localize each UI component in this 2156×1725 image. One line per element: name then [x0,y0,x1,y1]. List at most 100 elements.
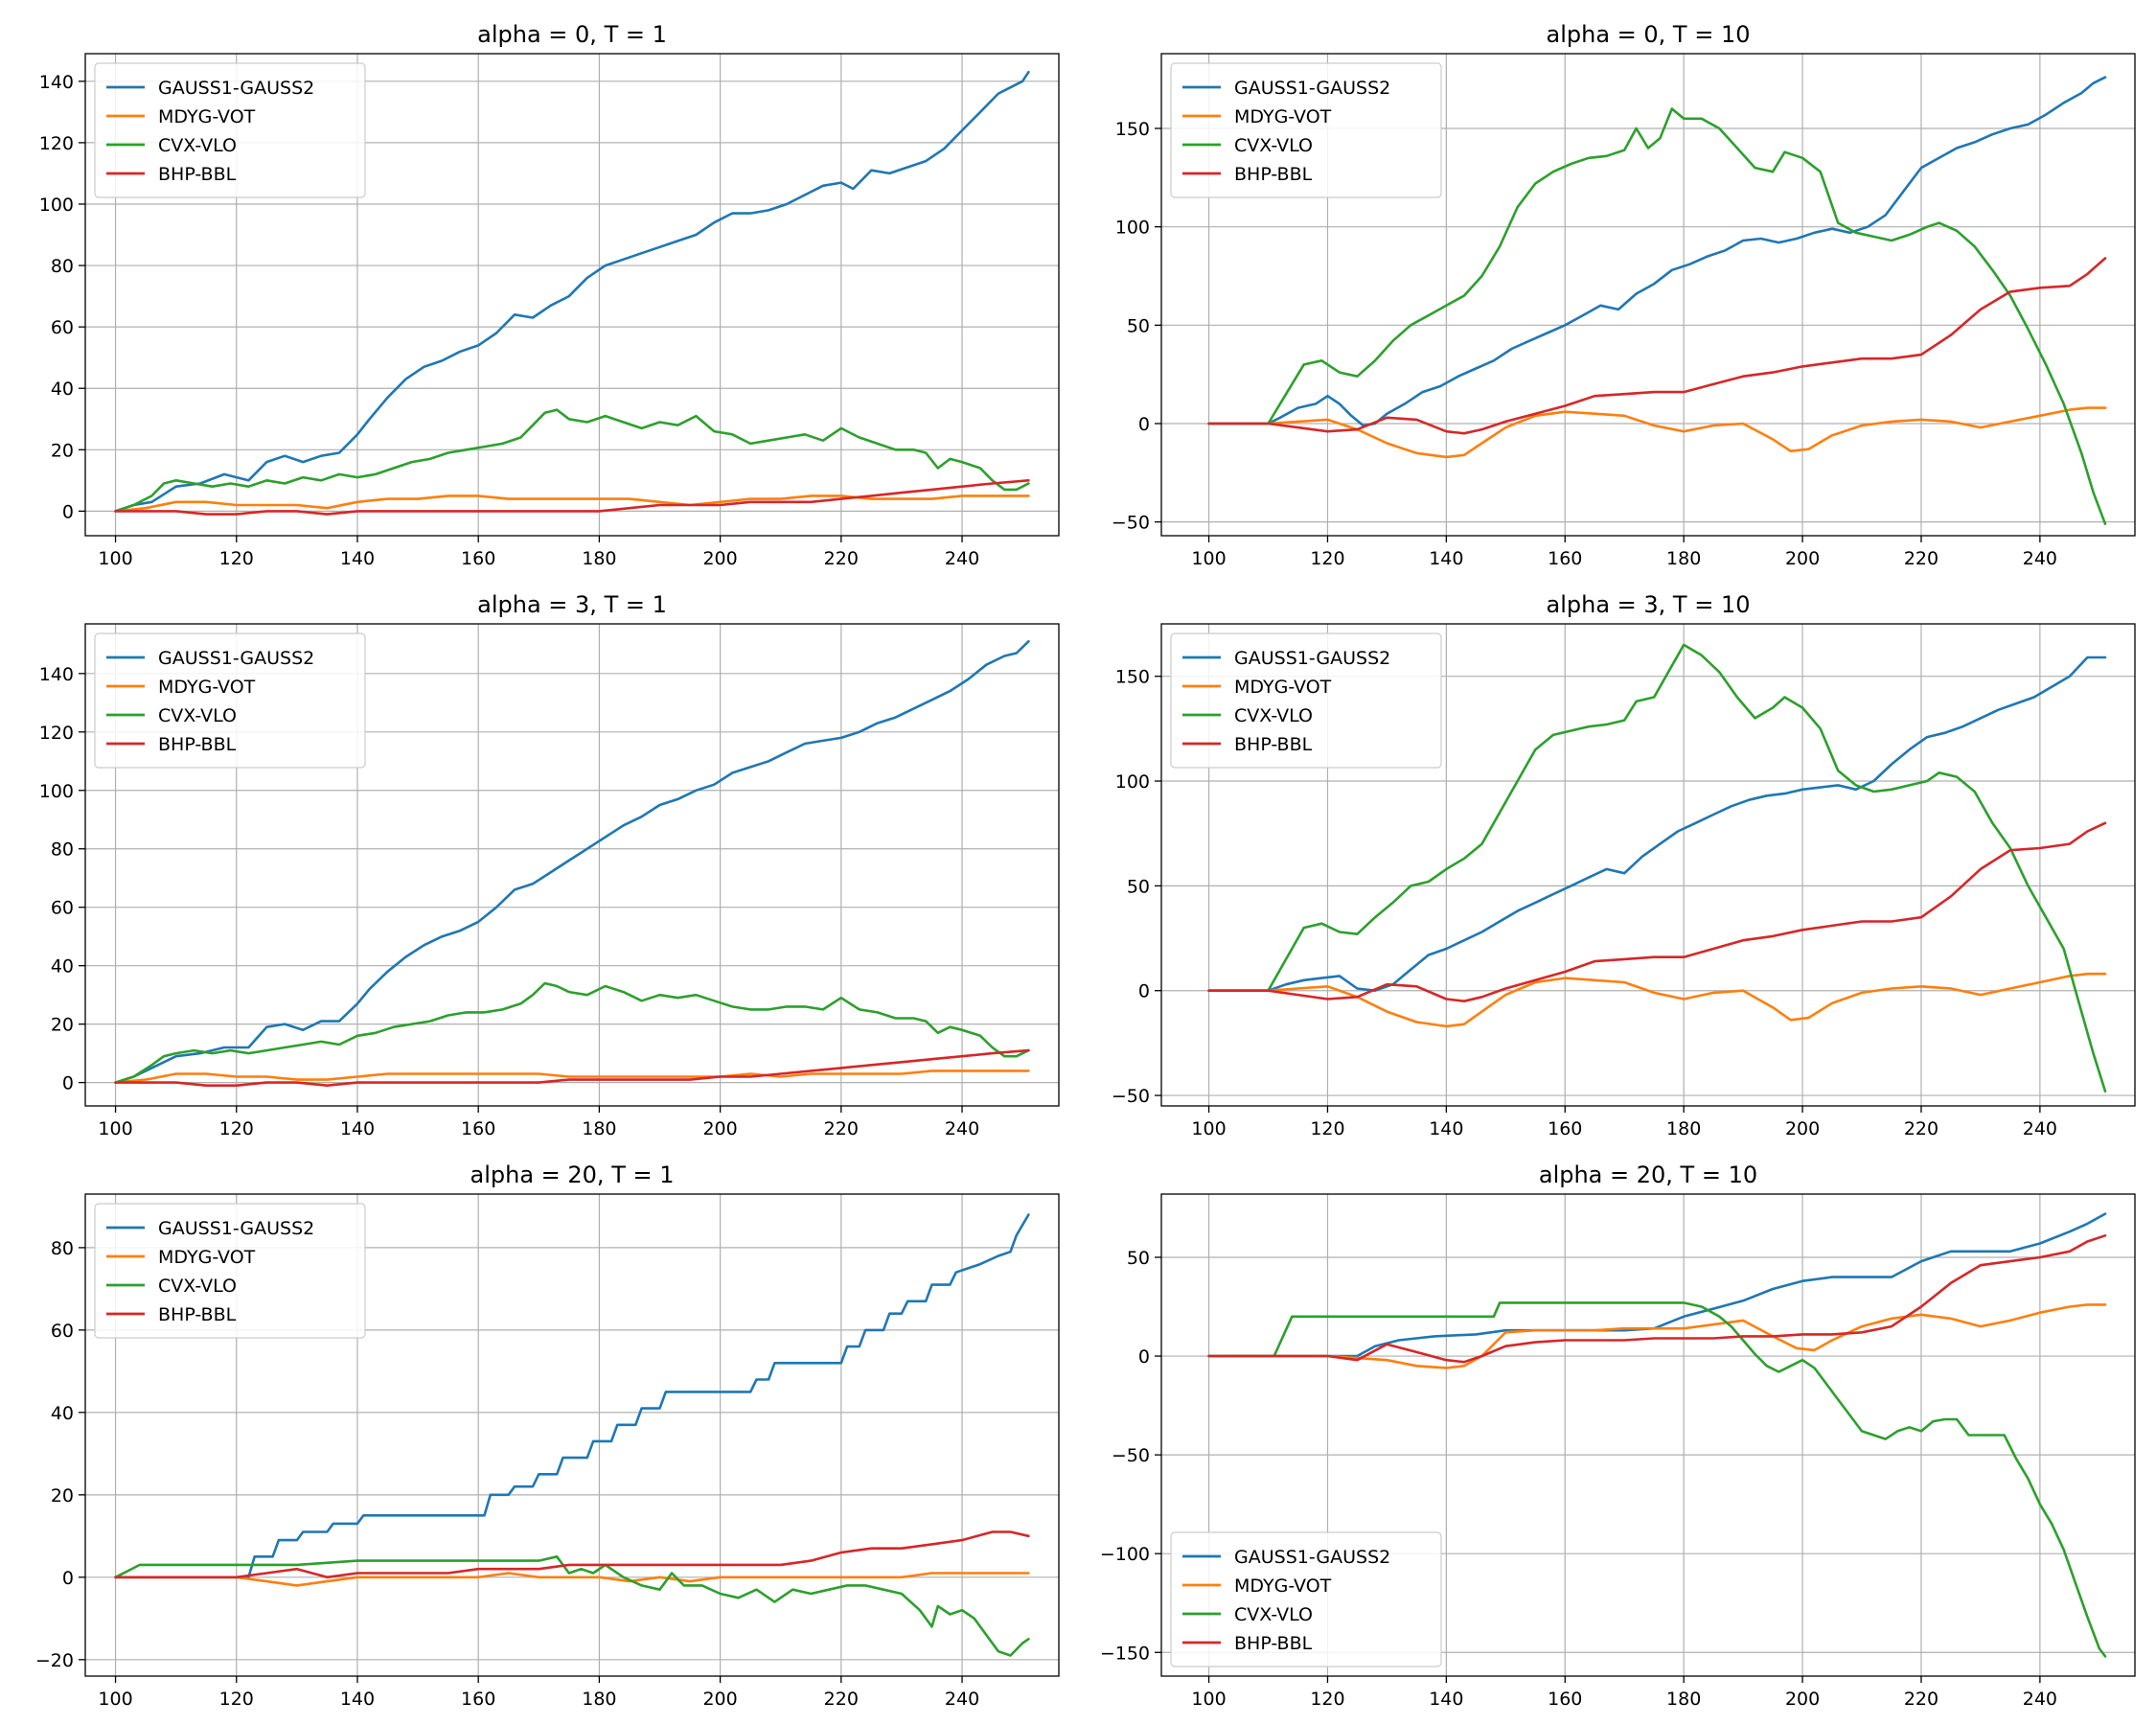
legend-label: CVX-VLO [1234,705,1313,726]
legend-label: MDYG-VOT [1234,1576,1332,1597]
chart-panel-5: 100 120 140 160 180 200 220 240 −150 −100 −50 0 50 al… [1100,1162,2135,1710]
y-tick-label: −20 [35,1650,74,1671]
x-tick-label: 180 [582,548,616,569]
x-tick-label: 100 [98,1689,132,1710]
legend-label: MDYG-VOT [1234,677,1332,698]
x-tick-label: 100 [98,548,132,569]
x-tick-label: 120 [219,1118,254,1139]
x-tick-label: 240 [2023,548,2057,569]
chart-title: alpha = 20, T = 10 [1539,1162,1757,1188]
legend-label: MDYG-VOT [158,1247,256,1268]
x-tick-label: 140 [1429,548,1463,569]
x-tick-label: 240 [945,548,979,569]
chart-title: alpha = 0, T = 1 [477,21,667,48]
y-tick-label: 100 [1115,771,1150,793]
x-tick-label: 240 [2023,1118,2057,1139]
legend-label: GAUSS1-GAUSS2 [158,78,314,99]
legend-label: MDYG-VOT [158,106,256,127]
y-tick-label: 100 [1115,218,1150,239]
x-tick-label: 160 [1548,1118,1582,1139]
legend-label: CVX-VLO [1234,135,1313,156]
legend-label: BHP-BBL [158,1304,237,1325]
legend-label: GAUSS1-GAUSS2 [158,1218,314,1239]
x-tick-label: 120 [219,548,254,569]
x-tick-label: 160 [461,1689,495,1710]
y-tick-label: 80 [51,1238,74,1259]
y-tick-label: 100 [39,781,74,802]
y-tick-label: −50 [1112,1445,1150,1466]
x-tick-label: 180 [1666,1118,1701,1139]
legend-label: CVX-VLO [158,1276,237,1297]
x-tick-label: 160 [1548,1689,1582,1710]
chart-panel-0: 100 120 140 160 180 200 220 240 0 20 40 60 80 100 120 1… [39,21,1059,569]
y-tick-label: 60 [51,317,74,338]
legend: GAUSS1-GAUSS2 MDYG-VOT CVX-VLO BHP-BBL [95,633,365,768]
x-tick-label: 100 [98,1118,132,1139]
series-line-mdyg-vot [116,495,1029,511]
y-tick-label: 80 [51,256,74,277]
x-tick-label: 120 [1310,548,1344,569]
y-tick-label: 60 [51,1321,74,1342]
x-tick-label: 120 [1310,1118,1344,1139]
legend: GAUSS1-GAUSS2 MDYG-VOT CVX-VLO BHP-BBL [1171,1532,1441,1667]
legend-label: GAUSS1-GAUSS2 [158,648,314,669]
y-tick-label: 20 [51,1015,74,1036]
legend-label: MDYG-VOT [158,677,256,698]
legend-label: BHP-BBL [1234,164,1313,185]
x-tick-label: 240 [945,1689,979,1710]
chart-panel-3: 100 120 140 160 180 200 220 240 −50 0 50 100 150 alph… [1112,591,2135,1139]
chart-panel-1: 100 120 140 160 180 200 220 240 −50 0 50 100 150 alph… [1112,21,2135,569]
legend-label: CVX-VLO [1234,1604,1313,1625]
series-line-mdyg-vot [1209,408,2105,457]
series-line-cvx-vlo [116,1556,1029,1655]
y-tick-label: 0 [62,1568,74,1589]
chart-title: alpha = 3, T = 1 [477,591,667,618]
series-line-bhp-bbl [1209,1235,2105,1362]
legend-label: CVX-VLO [158,135,237,156]
legend: GAUSS1-GAUSS2 MDYG-VOT CVX-VLO BHP-BBL [95,1204,365,1338]
x-tick-label: 180 [582,1118,616,1139]
legend-label: BHP-BBL [1234,1633,1313,1654]
x-tick-label: 220 [824,1118,859,1139]
legend: GAUSS1-GAUSS2 MDYG-VOT CVX-VLO BHP-BBL [1171,63,1441,197]
x-tick-label: 220 [824,1689,859,1710]
legend-label: GAUSS1-GAUSS2 [1234,78,1390,99]
y-tick-label: 150 [1115,119,1150,140]
series-line-gauss1-gauss2 [1209,1214,2105,1356]
y-tick-label: 20 [51,440,74,461]
y-tick-label: 140 [39,664,74,685]
y-tick-label: 20 [51,1485,74,1506]
y-tick-label: −100 [1100,1544,1150,1565]
y-tick-label: 0 [62,501,74,522]
x-tick-label: 120 [219,1689,254,1710]
x-tick-label: 200 [702,548,737,569]
y-tick-label: 80 [51,840,74,861]
legend: GAUSS1-GAUSS2 MDYG-VOT CVX-VLO BHP-BBL [1171,633,1441,768]
x-tick-label: 200 [1785,1118,1820,1139]
y-tick-label: 0 [1138,1346,1150,1368]
series-line-cvx-vlo [116,410,1029,512]
series-line-bhp-bbl [1209,823,2105,1001]
x-tick-label: 200 [1785,548,1820,569]
x-tick-label: 100 [1191,548,1226,569]
legend-label: GAUSS1-GAUSS2 [1234,648,1390,669]
x-tick-label: 160 [1548,548,1582,569]
x-tick-label: 160 [461,1118,495,1139]
x-tick-label: 140 [1429,1118,1463,1139]
x-tick-label: 140 [340,1118,375,1139]
y-tick-label: 40 [51,379,74,400]
x-tick-label: 200 [702,1118,737,1139]
y-tick-label: 60 [51,898,74,919]
y-tick-label: 140 [39,72,74,93]
x-tick-label: 240 [945,1118,979,1139]
legend-label: BHP-BBL [158,734,237,755]
legend-label: MDYG-VOT [1234,106,1332,127]
y-tick-label: 150 [1115,667,1150,688]
chart-title: alpha = 3, T = 10 [1547,591,1751,618]
y-tick-label: 0 [1138,414,1150,435]
y-tick-label: 120 [39,723,74,744]
x-tick-label: 240 [2023,1689,2057,1710]
y-tick-label: 50 [1127,876,1150,897]
y-tick-label: 120 [39,133,74,154]
series-line-bhp-bbl [116,1050,1029,1086]
